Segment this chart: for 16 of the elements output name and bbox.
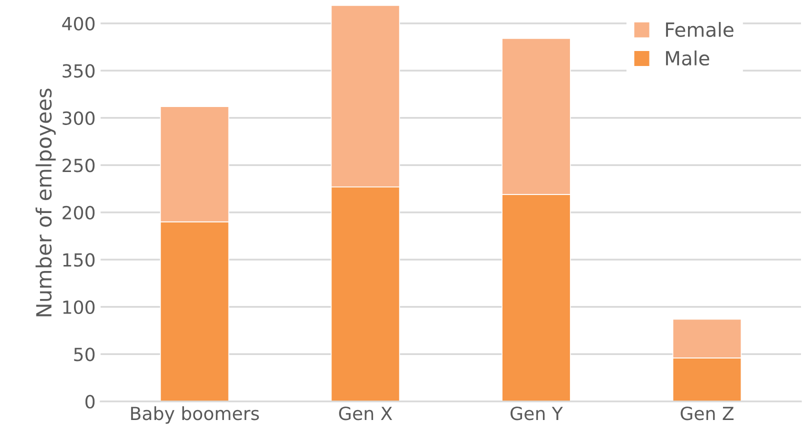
x-tick-label: Baby boomers (131, 406, 259, 424)
y-tick-label: 300 (62, 111, 95, 125)
y-axis-title: Number of emlpoyees (36, 88, 56, 316)
y-tick-label: 400 (62, 16, 95, 30)
x-tick-label: Gen Z (680, 406, 734, 420)
y-tick-label: 100 (63, 300, 95, 314)
y-tick-label: 250 (62, 158, 95, 172)
y-tick-label: 50 (74, 348, 95, 362)
y-tick-label: 150 (63, 253, 95, 267)
legend-label: Female (666, 22, 734, 38)
y-tick-label: 200 (62, 206, 95, 220)
y-tick-label: 0 (85, 394, 95, 409)
x-tick-label: Gen X (339, 406, 392, 420)
y-tick-label: 350 (62, 64, 95, 78)
x-tick-label: Gen Y (510, 406, 563, 420)
legend-label: Male (666, 50, 710, 66)
